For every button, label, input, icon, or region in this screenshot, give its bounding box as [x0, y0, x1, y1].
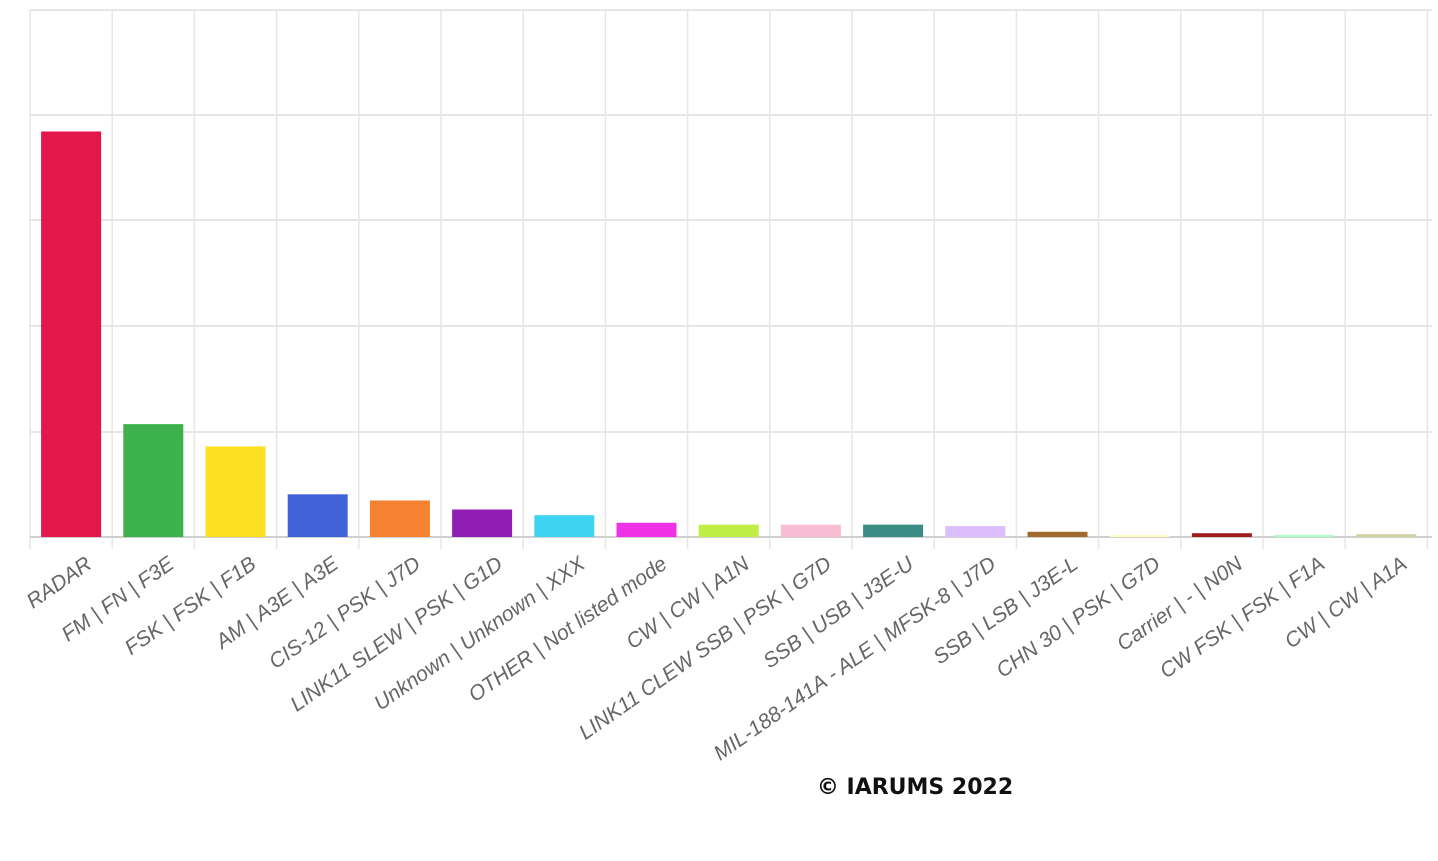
bar[interactable] [698, 524, 759, 537]
bar[interactable] [287, 494, 348, 537]
bar[interactable] [1027, 531, 1088, 537]
bar[interactable] [205, 446, 266, 537]
x-tick-label: SSB | LSB | J3E-L [929, 552, 1082, 669]
x-tick-label: RADAR [23, 552, 96, 613]
bar[interactable] [534, 515, 595, 537]
bar[interactable] [1191, 533, 1252, 537]
bar[interactable] [616, 522, 677, 537]
bar[interactable] [863, 524, 924, 537]
bar[interactable] [123, 424, 184, 537]
bar[interactable] [452, 509, 513, 537]
bar[interactable] [1109, 535, 1170, 537]
bar[interactable] [1356, 534, 1417, 537]
bar[interactable] [1274, 535, 1335, 537]
bars-group [41, 131, 1417, 537]
bar[interactable] [41, 131, 102, 537]
bar[interactable] [780, 524, 841, 537]
bar[interactable] [369, 500, 430, 537]
copyright-annotation: © IARUMS 2022 [817, 775, 1013, 800]
bar[interactable] [945, 526, 1006, 537]
